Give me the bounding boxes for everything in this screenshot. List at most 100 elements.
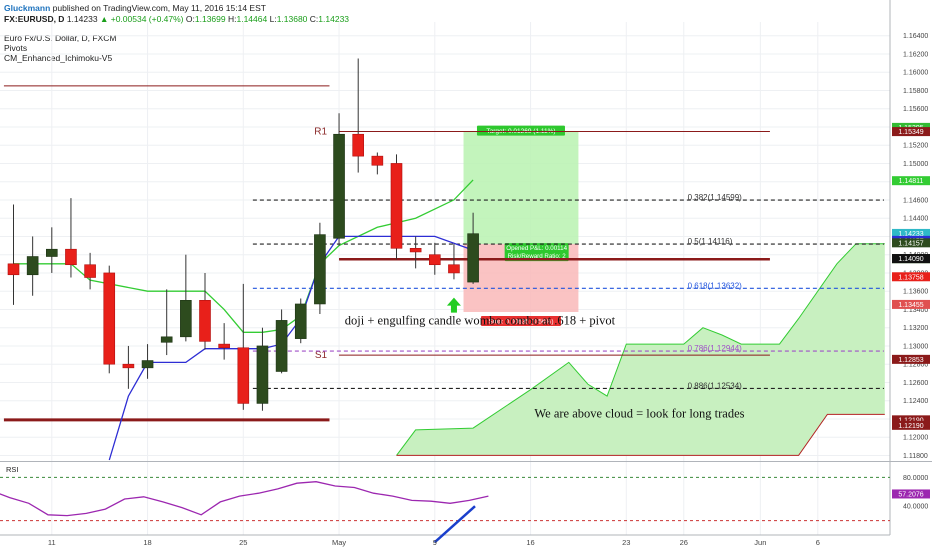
last-price: 1.14233 — [66, 14, 98, 24]
rsi-pane: RSI 80.0000 40.0000 57.2076 — [0, 465, 930, 544]
price-tick-label: 1.13200 — [903, 325, 928, 332]
time-axis: 11 18 25 May 9 16 23 26 Jun 6 — [48, 538, 820, 547]
fib-label: 0.618(1.13632) — [688, 281, 743, 290]
close-label: C: — [309, 14, 319, 24]
price-tag: 1.14811 — [899, 178, 924, 185]
time-tick-label: 16 — [526, 538, 534, 547]
price-tag: 1.14157 — [898, 240, 923, 247]
instrument-title: Euro Fx/U.S. Dollar, D, FXCM — [4, 33, 117, 43]
pivot-label: S1 — [315, 350, 328, 361]
ichimoku-cloud — [396, 243, 885, 456]
open-label: O: — [185, 14, 195, 24]
time-tick-label: Jun — [754, 538, 766, 547]
price-tag-bg — [892, 420, 930, 430]
candle-body — [45, 248, 58, 257]
candle-body — [237, 347, 250, 404]
price-tick-label: 1.13000 — [903, 343, 928, 350]
price-tag-bg — [892, 127, 930, 137]
price-tick-label: 1.12800 — [903, 362, 928, 369]
candle-body — [199, 300, 211, 342]
fibonacci-levels: 0.382(1.14599) 0.5(1.14116) 0.618(1.13632)… — [252, 193, 884, 390]
rsi-value-tag: 57.2076 — [898, 491, 923, 498]
candle-body — [122, 363, 135, 369]
high-value: 1.14464 — [236, 14, 268, 24]
fib-label: 0.786(1.12944) — [688, 344, 743, 353]
price-tag-bg — [892, 238, 930, 248]
rr-label: Risk/Reward Ratio: 2 — [508, 253, 567, 260]
study-pivots[interactable]: Pivots — [4, 43, 28, 53]
candle-body — [467, 233, 479, 283]
price-tick-label: 1.15800 — [903, 88, 928, 95]
price-tag: 1.12853 — [898, 357, 923, 364]
annotation-cloud: We are above cloud = look for long trade… — [534, 406, 744, 420]
candle-body — [7, 263, 20, 276]
candle-body — [352, 133, 365, 157]
price-tag: 1.14090 — [898, 256, 923, 263]
price-tag-bg — [892, 272, 930, 282]
open-value: 1.13699 — [194, 14, 226, 24]
time-tick-label: May — [332, 538, 346, 547]
price-tick-label: 1.15600 — [903, 106, 928, 113]
candle-body — [448, 264, 460, 274]
candle-body — [65, 248, 77, 266]
high-label: H: — [227, 14, 237, 24]
candle-body — [314, 234, 326, 305]
price-tag-bg — [892, 354, 930, 364]
target-label-box — [476, 125, 565, 136]
candle-body — [409, 248, 422, 253]
candle-body — [428, 254, 441, 266]
annotation-doji: doji + engulfing candle wombo combo at .… — [345, 313, 616, 327]
time-tick-label: 6 — [816, 538, 820, 547]
price-tag: 1.14233 — [898, 231, 923, 238]
fib-label: 0.5(1.14116) — [688, 237, 733, 246]
candle-body — [160, 336, 173, 343]
stop-label-box — [480, 315, 561, 326]
rsi-tick-40: 40.0000 — [903, 504, 928, 511]
candle-body — [294, 303, 307, 339]
study-ichimoku[interactable]: CM_Enhanced_Ichimoku-V5 — [4, 53, 113, 63]
symbol-label: FX:EURUSD, D — [4, 14, 65, 24]
candle-body — [103, 272, 116, 365]
candle-body — [180, 300, 192, 338]
low-label: L: — [269, 14, 277, 24]
price-tag: 1.13455 — [898, 302, 923, 309]
open-pl-box — [504, 243, 569, 262]
candle-body — [84, 264, 96, 278]
time-tick-label: 26 — [680, 538, 688, 547]
price-tick-label: 1.12000 — [903, 435, 928, 442]
stop-label: Stop: 0.00635 (0.56%) — [488, 318, 553, 325]
price-tick-label: 1.13600 — [903, 289, 928, 296]
candle-body — [275, 320, 288, 372]
candle-body — [371, 155, 384, 166]
rsi-label: RSI — [6, 465, 19, 474]
price-tick-label: 1.15200 — [903, 143, 928, 150]
annotations: doji + engulfing candle wombo combo at .… — [345, 297, 745, 420]
candle-body — [390, 163, 403, 249]
tenkan-line — [108, 235, 474, 461]
price-tick-label: 1.11800 — [903, 453, 928, 460]
cloud-area — [396, 243, 885, 456]
price-tick-label: 1.12400 — [903, 398, 928, 405]
rsi-value-bg — [892, 489, 930, 499]
candle-body — [141, 360, 154, 369]
price-tag-bg — [892, 176, 930, 186]
author-name[interactable]: Gluckmann — [4, 3, 51, 13]
price-tick-label: 1.16200 — [903, 51, 928, 58]
price-tag: 1.15349 — [898, 129, 923, 136]
time-tick-label: 18 — [143, 538, 151, 547]
price-tag-bg — [892, 254, 930, 264]
price-tag-bg — [892, 299, 930, 309]
low-value: 1.13680 — [276, 14, 308, 24]
up-arrow-icon — [446, 297, 461, 313]
candle-body — [333, 133, 345, 239]
rsi-line — [0, 481, 489, 517]
price-tick-label: 1.16000 — [903, 70, 928, 77]
open-pl-label: Opened P&L: 0.00114 — [506, 245, 567, 252]
pivot-label: R1 — [314, 127, 327, 138]
time-tick-label: 11 — [48, 538, 56, 547]
pivot-lines: R1PS1 — [3, 85, 770, 422]
price-tick-label: 1.14600 — [903, 197, 928, 204]
price-change: +0.00534 (+0.47%) — [110, 14, 184, 24]
long-position-tool: Target: 0.01269 (1.11%)Stop: 0.00635 (0.… — [463, 125, 579, 326]
